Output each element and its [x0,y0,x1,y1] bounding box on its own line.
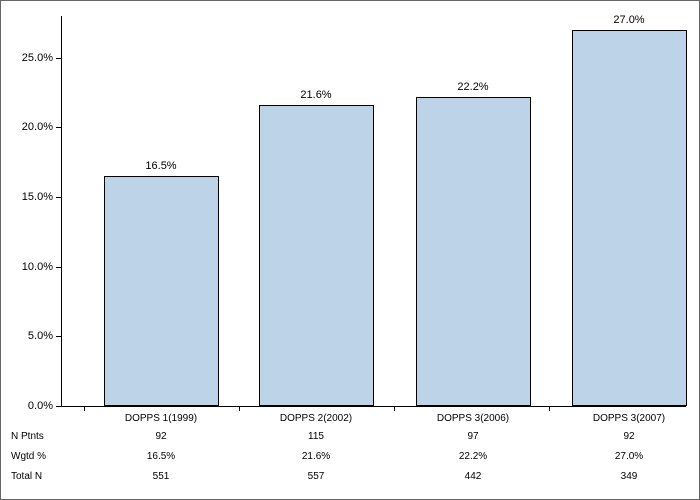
x-tick-mark [239,406,240,411]
bar-value-label: 27.0% [613,14,644,26]
table-row: Wgtd % 16.5% 21.6% 22.2% 27.0% [1,451,700,469]
y-tick-label: 5.0% [28,330,53,342]
row-label: N Ptnts [11,431,44,442]
table-row: N Ptnts 92 115 97 92 [1,431,700,449]
row-cell: 557 [308,471,325,482]
row-cell: 21.6% [302,451,330,462]
bar-value-label: 21.6% [300,89,331,101]
y-tick-label: 15.0% [22,191,53,203]
x-tick-mark [84,406,85,411]
table-row: Total N 551 557 442 349 [1,471,700,489]
x-tick-mark [394,406,395,411]
row-cell: 551 [153,471,170,482]
y-axis: 0.0%5.0%10.0%15.0%20.0%25.0% [1,16,61,406]
y-tick-label: 0.0% [28,400,53,412]
x-tick-mark [549,406,550,411]
row-cell: 22.2% [459,451,487,462]
bar [416,97,531,406]
bar-value-label: 22.2% [457,81,488,93]
x-axis-line [61,406,686,407]
y-tick-label: 20.0% [22,121,53,133]
row-cell: 115 [308,431,324,442]
x-category-label: DOPPS 2(2002) [280,413,352,424]
x-category-label: DOPPS 3(2007) [593,413,665,424]
row-cell: 92 [155,431,166,442]
bar [104,176,219,406]
bar-chart: 0.0% 5.0% 10.0% 15.0% 20.0% 25.0% 16.5% 21.6% 2… [0,0,700,500]
row-label: Wgtd % [11,451,46,462]
row-cell: 27.0% [615,451,643,462]
bar-value-label: 16.5% [145,160,176,172]
row-cell: 16.5% [147,451,175,462]
bar [572,30,687,406]
x-category-label: DOPPS 3(2006) [437,413,509,424]
row-label: Total N [11,471,42,482]
y-tick-label: 10.0% [22,261,53,273]
row-cell: 349 [621,471,638,482]
bar [259,105,374,406]
y-tick-label: 25.0% [22,52,53,64]
x-category-label: DOPPS 1(1999) [125,413,197,424]
row-cell: 97 [467,431,478,442]
row-cell: 442 [465,471,482,482]
row-cell: 92 [623,431,634,442]
plot-area: 16.5% 21.6% 22.2% 27.0% [61,16,686,406]
